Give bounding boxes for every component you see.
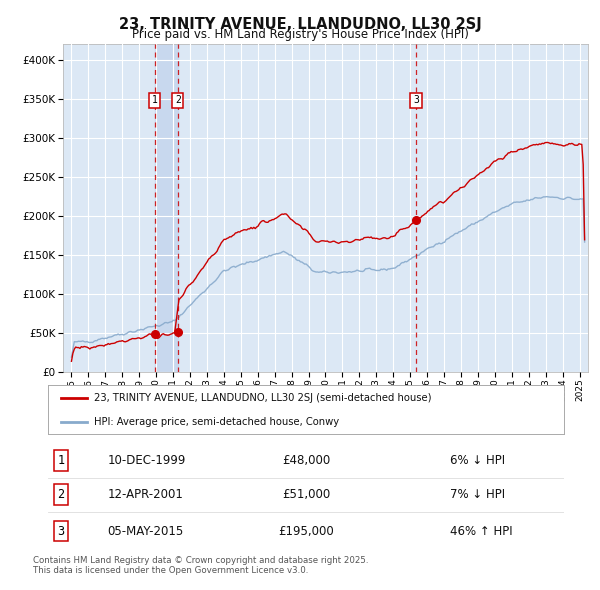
Text: £195,000: £195,000 bbox=[278, 525, 334, 537]
Text: 46% ↑ HPI: 46% ↑ HPI bbox=[451, 525, 513, 537]
Text: 23, TRINITY AVENUE, LLANDUDNO, LL30 2SJ (semi-detached house): 23, TRINITY AVENUE, LLANDUDNO, LL30 2SJ … bbox=[94, 394, 432, 404]
Text: Price paid vs. HM Land Registry's House Price Index (HPI): Price paid vs. HM Land Registry's House … bbox=[131, 28, 469, 41]
Text: HPI: Average price, semi-detached house, Conwy: HPI: Average price, semi-detached house,… bbox=[94, 417, 340, 427]
Text: 7% ↓ HPI: 7% ↓ HPI bbox=[451, 488, 506, 501]
Text: 3: 3 bbox=[58, 525, 64, 537]
Bar bbox=[155, 44, 178, 372]
Text: 1: 1 bbox=[152, 96, 158, 106]
Text: Contains HM Land Registry data © Crown copyright and database right 2025.
This d: Contains HM Land Registry data © Crown c… bbox=[33, 556, 368, 575]
Text: 10-DEC-1999: 10-DEC-1999 bbox=[107, 454, 186, 467]
Text: 3: 3 bbox=[413, 96, 419, 106]
Text: 23, TRINITY AVENUE, LLANDUDNO, LL30 2SJ: 23, TRINITY AVENUE, LLANDUDNO, LL30 2SJ bbox=[119, 17, 481, 31]
Text: 6% ↓ HPI: 6% ↓ HPI bbox=[451, 454, 506, 467]
Text: 05-MAY-2015: 05-MAY-2015 bbox=[107, 525, 184, 537]
Text: 2: 2 bbox=[175, 96, 181, 106]
Text: 1: 1 bbox=[58, 454, 64, 467]
Text: 2: 2 bbox=[58, 488, 64, 501]
Text: £48,000: £48,000 bbox=[282, 454, 330, 467]
Text: £51,000: £51,000 bbox=[282, 488, 330, 501]
Text: 12-APR-2001: 12-APR-2001 bbox=[107, 488, 183, 501]
